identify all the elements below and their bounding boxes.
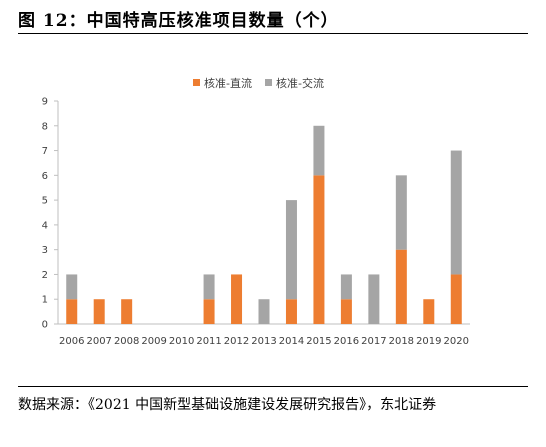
legend-label-dc: 核准-直流 — [204, 76, 252, 90]
x-tick-label: 2016 — [334, 336, 359, 347]
x-axis: 2006 2007 2008 2009 2010 2011 2012 2013 2014 2015… — [58, 323, 470, 347]
bars-group — [66, 125, 462, 324]
x-tick-label: 2007 — [86, 336, 111, 347]
x-tick-label: 2006 — [59, 336, 84, 347]
x-tick-label: 2018 — [389, 336, 414, 347]
y-tick-label: 6 — [42, 171, 48, 182]
y-tick-label: 0 — [42, 320, 48, 331]
chart-legend: 核准-直流 核准-交流 — [193, 76, 324, 90]
y-tick-label: 2 — [42, 270, 48, 281]
legend-swatch-ac — [265, 79, 272, 86]
bar-dc-2008 — [121, 299, 133, 324]
x-tick-label: 2013 — [251, 336, 276, 347]
source-divider — [18, 386, 528, 387]
y-tick-label: 9 — [42, 97, 48, 108]
x-tick-label: 2012 — [224, 336, 249, 347]
bar-dc-2007 — [93, 299, 105, 324]
x-tick-label: 2008 — [114, 336, 139, 347]
legend-swatch-dc — [193, 79, 200, 86]
y-tick-label: 5 — [42, 196, 48, 207]
bar-ac-2018 — [395, 175, 407, 250]
bar-ac-2020 — [450, 150, 462, 275]
bar-ac-2006 — [66, 274, 78, 300]
y-tick-label: 1 — [42, 295, 48, 306]
bar-dc-2015 — [313, 175, 325, 324]
bar-dc-2020 — [450, 274, 462, 324]
bar-ac-2014 — [285, 200, 297, 300]
x-tick-label: 2019 — [416, 336, 441, 347]
bar-ac-2011 — [203, 274, 215, 300]
bar-dc-2011 — [203, 299, 215, 324]
x-tick-label: 2011 — [196, 336, 221, 347]
bar-dc-2018 — [395, 249, 407, 324]
bar-dc-2012 — [231, 274, 243, 324]
y-tick-label: 8 — [42, 121, 48, 132]
x-tick-label: 2015 — [306, 336, 331, 347]
bar-dc-2006 — [66, 299, 78, 324]
bar-dc-2019 — [423, 299, 435, 324]
x-tick-label: 2009 — [141, 336, 166, 347]
y-axis: 0 1 2 3 4 5 6 7 8 9 — [42, 97, 59, 331]
bar-ac-2015 — [313, 125, 325, 176]
figure-title: 图 12：中国特高压核准项目数量（个） — [18, 11, 339, 31]
legend-label-ac: 核准-交流 — [276, 76, 324, 90]
x-tick-label: 2014 — [279, 336, 304, 347]
bar-ac-2016 — [340, 274, 352, 300]
bar-dc-2014 — [285, 299, 297, 324]
y-tick-label: 4 — [42, 220, 48, 231]
title-divider — [18, 33, 528, 34]
x-tick-label: 2010 — [169, 336, 194, 347]
x-tick-label: 2017 — [361, 336, 386, 347]
x-tick-label: 2020 — [444, 336, 469, 347]
bar-dc-2016 — [340, 299, 352, 324]
bar-ac-2017 — [368, 274, 380, 324]
y-tick-label: 3 — [42, 245, 48, 256]
y-tick-label: 7 — [42, 146, 48, 157]
bar-ac-2013 — [258, 299, 270, 324]
source-note: 数据来源：《2021 中国新型基础设施建设发展研究报告》，东北证券 — [18, 397, 437, 413]
